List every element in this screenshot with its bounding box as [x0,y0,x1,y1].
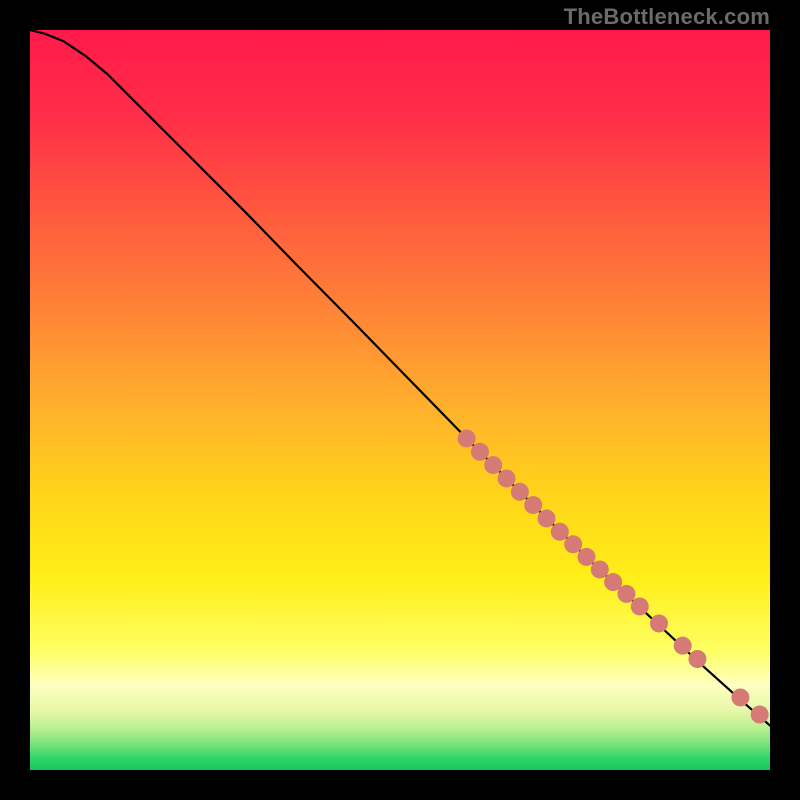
data-marker [577,548,595,566]
chart-background [30,30,770,770]
data-marker [511,483,529,501]
gradient-chart [30,30,770,770]
data-marker [538,509,556,527]
data-marker [551,523,569,541]
data-marker [731,688,749,706]
data-marker [751,706,769,724]
data-marker [484,456,502,474]
data-marker [471,443,489,461]
data-marker [631,597,649,615]
watermark-text: TheBottleneck.com [564,4,770,30]
data-marker [591,560,609,578]
data-marker [498,469,516,487]
data-marker [524,496,542,514]
data-marker [674,637,692,655]
data-marker [458,429,476,447]
data-marker [650,614,668,632]
chart-frame: TheBottleneck.com [0,0,800,800]
plot-area [30,30,770,770]
data-marker [564,535,582,553]
data-marker [617,585,635,603]
data-marker [688,650,706,668]
